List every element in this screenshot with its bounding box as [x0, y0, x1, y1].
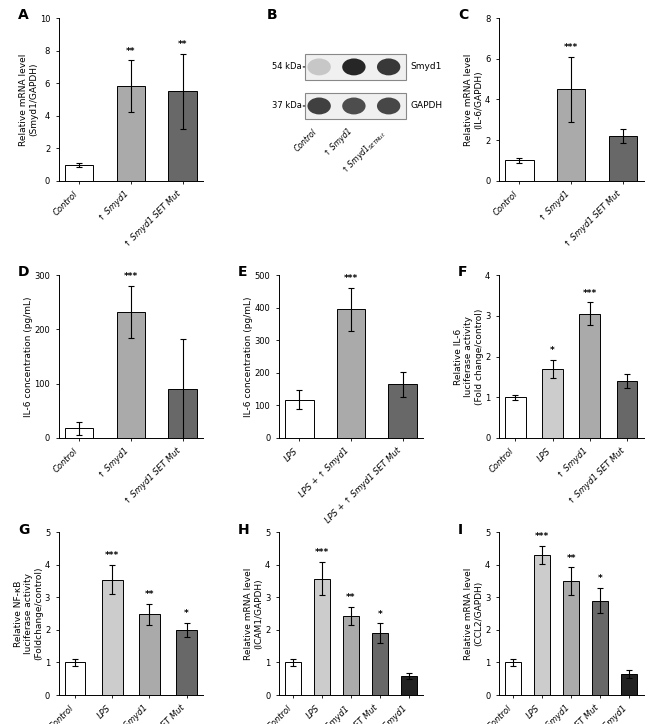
Text: ***: *** [315, 548, 329, 557]
Text: ↑ Smyd1: ↑ Smyd1 [322, 127, 354, 159]
Text: E: E [238, 266, 248, 279]
Y-axis label: IL-6 concentration (pg/mL): IL-6 concentration (pg/mL) [244, 296, 253, 417]
Y-axis label: IL-6 concentration (pg/mL): IL-6 concentration (pg/mL) [24, 296, 33, 417]
Bar [305, 93, 406, 119]
Bar [616, 381, 637, 438]
Bar [505, 662, 521, 695]
Y-axis label: Relative mRNA level
(IL-6/GAPDH): Relative mRNA level (IL-6/GAPDH) [464, 54, 484, 146]
Text: *: * [378, 610, 382, 618]
Bar [505, 161, 534, 181]
Bar [168, 389, 197, 438]
Bar [65, 662, 86, 695]
Ellipse shape [307, 98, 331, 114]
Text: ***: *** [124, 272, 138, 281]
Bar [534, 555, 550, 695]
Bar [285, 400, 313, 438]
Text: ***: *** [535, 532, 549, 541]
Y-axis label: Relative mRNA level
(Smyd1/GAPDH): Relative mRNA level (Smyd1/GAPDH) [19, 54, 38, 146]
Text: ↑ Smyd1$_{\mathregular{SET Mut}}$: ↑ Smyd1$_{\mathregular{SET Mut}}$ [339, 127, 389, 177]
Text: **: ** [566, 554, 576, 563]
Bar [372, 634, 388, 695]
Text: B: B [267, 9, 278, 22]
Bar [65, 164, 94, 181]
Bar [117, 86, 145, 181]
Text: *: * [184, 609, 189, 618]
Text: D: D [18, 266, 29, 279]
Ellipse shape [342, 59, 365, 75]
Bar [117, 312, 145, 438]
Bar [621, 674, 637, 695]
Bar [505, 397, 526, 438]
Text: **: ** [126, 46, 136, 56]
Text: I: I [458, 523, 463, 536]
Bar [563, 581, 579, 695]
Bar [168, 91, 197, 181]
Bar [608, 136, 637, 181]
Bar [102, 579, 123, 695]
Text: Control: Control [293, 127, 319, 153]
Text: Smyd1: Smyd1 [410, 62, 442, 72]
Text: *: * [597, 574, 603, 584]
Text: *: * [550, 346, 555, 355]
Text: ***: *** [582, 289, 597, 298]
Bar [65, 428, 94, 438]
Bar [343, 616, 359, 695]
Bar [592, 601, 608, 695]
Bar [314, 578, 330, 695]
Bar [542, 369, 563, 438]
Text: 54 kDa: 54 kDa [272, 62, 302, 72]
Text: A: A [18, 9, 29, 22]
Text: ***: *** [105, 551, 120, 560]
Text: 37 kDa: 37 kDa [272, 101, 302, 111]
Bar [579, 314, 600, 438]
Bar [285, 662, 301, 695]
Text: G: G [18, 523, 29, 536]
Text: **: ** [145, 590, 154, 599]
Bar [139, 615, 160, 695]
Text: C: C [458, 9, 469, 22]
Ellipse shape [377, 98, 400, 114]
Bar [305, 54, 406, 80]
Text: **: ** [346, 593, 356, 602]
Text: **: ** [177, 40, 187, 49]
Ellipse shape [377, 59, 400, 75]
Y-axis label: Relative mRNA level
(ICAM1/GAPDH): Relative mRNA level (ICAM1/GAPDH) [244, 568, 263, 660]
Bar [337, 309, 365, 438]
Bar [557, 89, 585, 181]
Text: GAPDH: GAPDH [410, 101, 443, 111]
Text: H: H [238, 523, 250, 536]
Bar [401, 676, 417, 695]
Y-axis label: Relative mRNA level
(CCL2/GAPDH): Relative mRNA level (CCL2/GAPDH) [464, 568, 484, 660]
Ellipse shape [307, 59, 331, 75]
Bar [176, 630, 197, 695]
Ellipse shape [342, 98, 365, 114]
Text: F: F [458, 266, 467, 279]
Y-axis label: Relative NF-κB
luciferase activity
(Foldchange/control): Relative NF-κB luciferase activity (Fold… [14, 567, 44, 660]
Y-axis label: Relative IL-6
luciferase activity
(Fold change/control): Relative IL-6 luciferase activity (Fold … [454, 308, 484, 405]
Bar [389, 384, 417, 438]
Text: ***: *** [564, 43, 579, 52]
Text: ***: *** [344, 274, 358, 283]
